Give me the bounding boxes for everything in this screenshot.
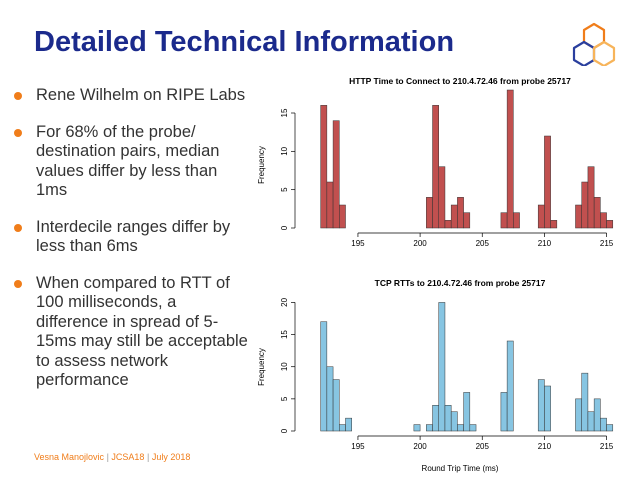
y-tick-label: 10 xyxy=(280,146,289,155)
histogram-bar xyxy=(426,197,433,229)
axes-group: 195 200 205 210 215 0 5 10 15 xyxy=(280,108,614,248)
histogram-bar xyxy=(513,212,520,229)
y-tick-label: 5 xyxy=(280,396,289,401)
bullet-dot xyxy=(14,279,22,288)
histogram-bar xyxy=(587,166,595,229)
histogram-bar xyxy=(438,302,446,432)
histogram-bar xyxy=(450,204,458,229)
chart-title: HTTP Time to Connect to 210.4.72.46 from… xyxy=(349,76,571,86)
bullet-dot xyxy=(14,128,22,137)
y-tick-label: 0 xyxy=(280,428,289,433)
footer-separator: | xyxy=(106,452,109,462)
bullet-item: Rene Wilhelm on RIPE Labs xyxy=(14,86,254,106)
bullet-item: When compared to RTT of 100 milliseconds… xyxy=(14,274,251,391)
histogram-bar xyxy=(432,405,439,432)
histogram-bar xyxy=(544,385,551,432)
histogram-bar xyxy=(444,405,452,432)
histogram-bar xyxy=(457,424,464,432)
bullet-text: Interdecile ranges differ by less than 6… xyxy=(36,217,231,256)
x-tick-label: 215 xyxy=(600,442,614,451)
histogram-bar xyxy=(320,105,328,229)
histogram-bar xyxy=(600,212,607,229)
histogram-bar xyxy=(506,340,514,432)
bullet-list: Rene Wilhelm on RIPE Labs For 68% of the… xyxy=(14,86,254,408)
x-tick-label: 210 xyxy=(538,442,552,451)
y-axis-label: Frequency xyxy=(257,146,266,184)
x-tick-label: 200 xyxy=(413,239,427,248)
histogram-bar xyxy=(587,411,595,432)
footer-event: JCSA18 xyxy=(111,452,145,462)
footer: Vesna Manojlovic | JCSA18 | July 2018 xyxy=(34,452,190,462)
histogram-bar xyxy=(550,220,558,229)
bullet-item: For 68% of the probe/ destination pairs,… xyxy=(14,123,246,201)
bars-group xyxy=(320,89,614,229)
x-tick-label: 195 xyxy=(351,239,365,248)
x-tick-label: 200 xyxy=(413,442,427,451)
slide-title: Detailed Technical Information xyxy=(34,26,455,58)
http-connect-histogram: HTTP Time to Connect to 210.4.72.46 from… xyxy=(257,76,614,248)
histogram-bar xyxy=(575,398,582,432)
y-tick-label: 20 xyxy=(280,297,289,306)
histogram-bar xyxy=(457,197,464,229)
histogram-bar xyxy=(326,181,334,229)
histogram-bar xyxy=(413,424,421,432)
bullet-dot xyxy=(14,92,22,100)
histogram-bar xyxy=(537,204,545,229)
histogram-bar xyxy=(320,321,328,432)
histogram-bar xyxy=(463,212,471,229)
histogram-bar xyxy=(463,392,471,432)
bullet-dot xyxy=(14,223,22,232)
bullet-text: When compared to RTT of 100 milliseconds… xyxy=(36,273,248,390)
ripe-ncc-logo xyxy=(572,22,616,66)
axes-group: 195 200 205 210 215 0 5 10 15 20 xyxy=(280,297,614,451)
y-tick-label: 0 xyxy=(280,225,289,230)
bullet-text: For 68% of the probe/ destination pairs,… xyxy=(36,122,220,200)
y-tick-label: 15 xyxy=(280,330,289,339)
histogram-bar xyxy=(537,379,545,432)
histogram-bar xyxy=(500,212,508,229)
bullet-item: Interdecile ranges differ by less than 6… xyxy=(14,218,254,257)
histogram-bar xyxy=(332,379,340,432)
y-tick-label: 15 xyxy=(280,108,289,117)
x-tick-label: 205 xyxy=(476,442,490,451)
histogram-bar xyxy=(326,366,334,432)
histogram-bar xyxy=(606,220,614,229)
histogram-bar xyxy=(426,424,433,432)
bullet-text: Rene Wilhelm on RIPE Labs xyxy=(36,86,246,104)
y-tick-label: 10 xyxy=(280,362,289,371)
histogram-bar xyxy=(339,204,346,229)
histogram-bar xyxy=(606,424,614,432)
histogram-bar xyxy=(438,166,446,229)
footer-date: July 2018 xyxy=(151,452,191,462)
histogram-bar xyxy=(444,220,452,229)
footer-author: Vesna Manojlovic xyxy=(34,452,105,462)
histogram-bar xyxy=(581,181,589,229)
histogram-bar xyxy=(339,424,346,432)
bars-group xyxy=(320,302,614,432)
histogram-bar xyxy=(332,120,340,229)
histogram-bar xyxy=(450,411,458,432)
chart-title: TCP RTTs to 210.4.72.46 from probe 25717 xyxy=(375,278,546,288)
histogram-bar xyxy=(345,417,352,432)
histogram-bar xyxy=(581,372,589,432)
footer-separator: | xyxy=(146,452,150,462)
histogram-bar xyxy=(469,424,477,432)
x-tick-label: 205 xyxy=(476,239,490,248)
x-tick-label: 195 xyxy=(351,442,365,451)
histogram-bar xyxy=(575,204,582,229)
y-tick-label: 5 xyxy=(280,187,289,192)
histogram-bar xyxy=(600,417,607,432)
histogram-bar xyxy=(593,398,601,432)
histogram-bar xyxy=(500,392,508,432)
x-tick-label: 215 xyxy=(600,239,614,248)
y-axis-label: Frequency xyxy=(257,348,266,386)
histogram-bar xyxy=(432,105,439,229)
x-tick-label: 210 xyxy=(538,239,552,248)
histogram-bar xyxy=(593,197,601,229)
x-axis-label: Round Trip Time (ms) xyxy=(422,464,499,473)
histogram-bar xyxy=(544,135,551,229)
tcp-rtt-histogram: TCP RTTs to 210.4.72.46 from probe 25717… xyxy=(257,278,614,473)
histogram-bar xyxy=(506,89,514,229)
